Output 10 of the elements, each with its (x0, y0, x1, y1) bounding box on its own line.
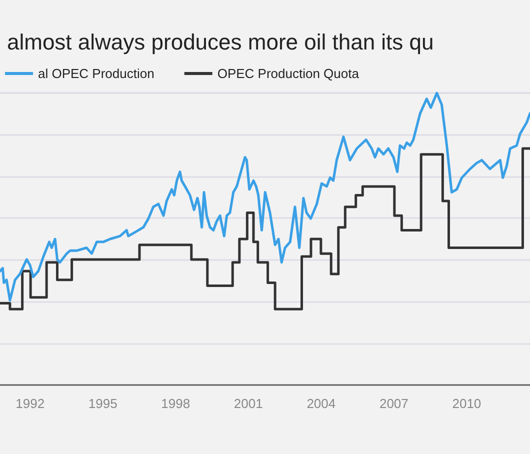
x-tick-label: 2010 (452, 396, 482, 411)
x-tick-label: 1998 (161, 396, 190, 411)
x-tick-label: 1995 (88, 396, 118, 411)
x-tick-label: 2004 (306, 396, 336, 411)
x-tick-label: 1992 (16, 396, 45, 411)
x-tick-label: 2001 (234, 396, 263, 411)
legend-label: OPEC Production Quota (217, 66, 360, 81)
legend-label: al OPEC Production (38, 66, 154, 81)
x-tick-label: 2007 (379, 396, 408, 411)
chart-title: almost always produces more oil than its qu (7, 30, 434, 54)
